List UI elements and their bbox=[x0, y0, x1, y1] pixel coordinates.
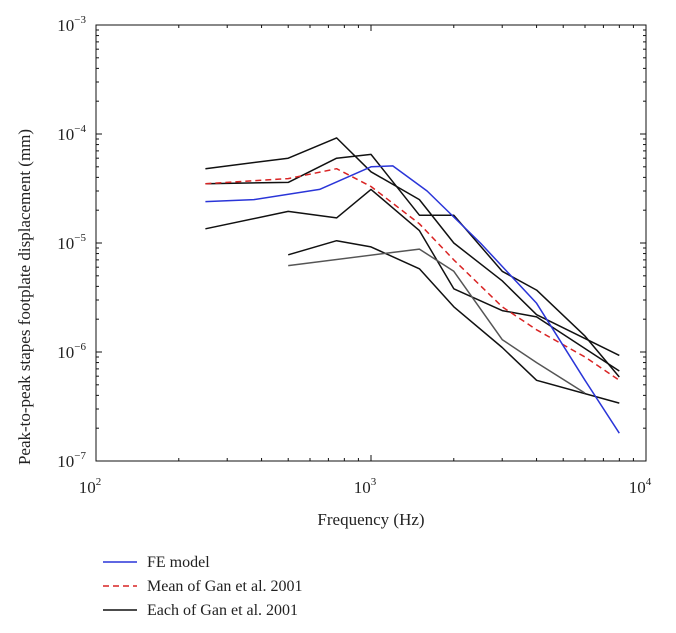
series-line-2 bbox=[205, 138, 619, 356]
x-tick-label: 103 bbox=[354, 476, 377, 497]
y-tick-label: 10−3 bbox=[57, 14, 86, 35]
x-tick-label: 104 bbox=[629, 476, 652, 497]
y-tick-label: 10−7 bbox=[57, 450, 86, 471]
x-axis-label: Frequency (Hz) bbox=[317, 510, 424, 529]
series-line-1 bbox=[205, 169, 619, 381]
legend-label-0: FE model bbox=[147, 554, 210, 571]
series-line-6 bbox=[288, 249, 585, 393]
legend: FE model Mean of Gan et al. 2001 Each of G… bbox=[103, 554, 303, 619]
legend-label-2: Each of Gan et al. 2001 bbox=[147, 602, 298, 619]
plot-area bbox=[96, 25, 646, 461]
legend-label-1: Mean of Gan et al. 2001 bbox=[147, 578, 303, 595]
series-line-4 bbox=[205, 189, 619, 371]
y-tick-label: 10−5 bbox=[57, 232, 86, 253]
y-axis-label: Peak-to-peak stapes footplate displaceme… bbox=[15, 129, 34, 465]
x-tick-label: 102 bbox=[79, 476, 102, 497]
series-layer bbox=[205, 138, 619, 433]
y-tick-label: 10−4 bbox=[57, 123, 86, 144]
ticks-layer: 102 103 104 10−7 10−6 10−5 10−4 10−3 bbox=[57, 14, 651, 497]
y-tick-label: 10−6 bbox=[57, 341, 86, 362]
plot-frame bbox=[96, 25, 646, 461]
